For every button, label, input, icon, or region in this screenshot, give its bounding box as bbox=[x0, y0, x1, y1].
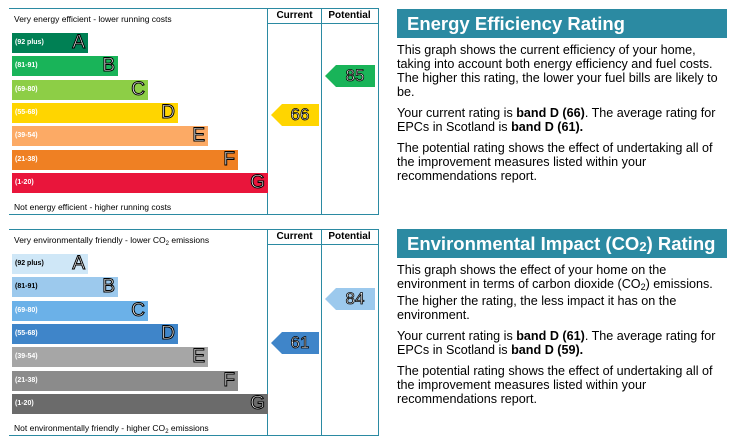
band-c: (69-80) C bbox=[12, 78, 148, 100]
chart-frame bbox=[9, 229, 379, 436]
band-f: (21-38) F bbox=[12, 148, 238, 170]
band-range: (1-20) bbox=[15, 178, 34, 186]
band-letter: B bbox=[102, 276, 116, 298]
energy-info-title: Energy Efficiency Rating bbox=[397, 9, 727, 38]
potential-rating-arrow-value: 84 bbox=[345, 288, 365, 308]
top-label: Very environmentally friendly - lower CO… bbox=[14, 235, 210, 247]
band-a: (92 plus) A bbox=[12, 32, 88, 53]
environment-info-description: This graph shows the effect of your home… bbox=[397, 263, 713, 322]
chart-frame bbox=[9, 8, 379, 215]
energy-info-description: This graph shows the current efficiency … bbox=[397, 43, 718, 99]
environment-info-title: Environmental Impact (CO2) Rating bbox=[397, 229, 727, 258]
current-rating-arrow-shape bbox=[271, 104, 319, 127]
band-letter: D bbox=[161, 101, 176, 123]
band-b: (81-91) B bbox=[12, 55, 118, 77]
current-rating-arrow: 66 bbox=[271, 104, 319, 127]
band-g: (1-20) G bbox=[12, 392, 268, 414]
energy-info: Energy Efficiency Rating This graph show… bbox=[397, 9, 727, 190]
band-range: (21-38) bbox=[15, 155, 38, 163]
band-range: (92 plus) bbox=[15, 260, 44, 267]
band-d: (55-68) D bbox=[12, 322, 178, 344]
band-letter: A bbox=[72, 32, 86, 53]
band-range: (21-38) bbox=[15, 376, 38, 384]
potential-header: Potential bbox=[328, 231, 371, 242]
band-d: (55-68) D bbox=[12, 101, 178, 123]
band-range: (55-68) bbox=[15, 108, 38, 116]
band-b: (81-91) B bbox=[12, 276, 118, 298]
band-letter: G bbox=[250, 171, 266, 193]
current-rating-arrow-shape bbox=[271, 331, 319, 354]
band-f: (21-38) F bbox=[12, 369, 238, 391]
bottom-label: Not environmentally friendly - higher CO… bbox=[14, 423, 209, 435]
potential-rating-arrow-pointer bbox=[325, 64, 375, 87]
current-rating-arrow-value: 66 bbox=[290, 105, 310, 125]
energy-info-current: Your current rating is band D (66). The … bbox=[397, 106, 716, 134]
band-range: (55-68) bbox=[15, 329, 38, 337]
top-label: Very energy efficient - lower running co… bbox=[14, 14, 172, 24]
current-rating-arrow: 61 bbox=[271, 331, 319, 354]
band-e: (39-54) E bbox=[12, 125, 208, 147]
bottom-label: Not energy efficient - higher running co… bbox=[14, 202, 172, 212]
environment-info-potential: The potential rating shows the effect of… bbox=[397, 364, 713, 406]
potential-rating-arrow-shape bbox=[325, 64, 375, 87]
potential-rating-arrow-shape bbox=[325, 287, 375, 310]
band-letter: C bbox=[131, 299, 146, 321]
band-letter: E bbox=[192, 125, 206, 147]
band-range: (1-20) bbox=[15, 399, 34, 407]
current-rating-arrow-value: 61 bbox=[290, 332, 310, 352]
band-letter: E bbox=[192, 346, 206, 368]
band-range: (81-91) bbox=[15, 283, 38, 291]
current-header: Current bbox=[276, 231, 313, 242]
energy-rating-chart: Current Potential Very energy efficient … bbox=[9, 8, 379, 215]
band-range: (39-54) bbox=[15, 353, 38, 361]
band-range: (92 plus) bbox=[15, 39, 44, 46]
band-letter: B bbox=[102, 55, 116, 77]
band-letter: G bbox=[250, 392, 266, 414]
band-letter: F bbox=[223, 148, 236, 170]
band-letter: A bbox=[72, 253, 86, 274]
band-range: (39-54) bbox=[15, 132, 38, 140]
potential-rating-arrow-value: 85 bbox=[345, 65, 365, 85]
potential-rating-arrow: 84 bbox=[325, 287, 375, 310]
potential-rating-arrow-pointer bbox=[325, 287, 375, 310]
environmental-impact-chart: Current Potential Very environmentally f… bbox=[9, 229, 379, 436]
band-range: (81-91) bbox=[15, 62, 38, 70]
current-header: Current bbox=[276, 10, 313, 21]
band-e: (39-54) E bbox=[12, 346, 208, 368]
band-a: (92 plus) A bbox=[12, 253, 88, 274]
current-rating-arrow-pointer bbox=[271, 331, 319, 354]
potential-header: Potential bbox=[328, 10, 371, 21]
band-c: (69-80) C bbox=[12, 299, 148, 321]
band-letter: C bbox=[131, 78, 146, 100]
band-range: (69-80) bbox=[15, 306, 38, 314]
band-g: (1-20) G bbox=[12, 171, 268, 193]
band-letter: F bbox=[223, 369, 236, 391]
potential-rating-arrow: 85 bbox=[325, 64, 375, 87]
band-range: (69-80) bbox=[15, 85, 38, 93]
band-letter: D bbox=[161, 322, 176, 344]
environment-info-current: Your current rating is band D (61). The … bbox=[397, 329, 716, 357]
environment-info: Environmental Impact (CO2) Rating This g… bbox=[397, 229, 727, 413]
current-rating-arrow-pointer bbox=[271, 104, 319, 127]
energy-info-potential: The potential rating shows the effect of… bbox=[397, 141, 713, 183]
